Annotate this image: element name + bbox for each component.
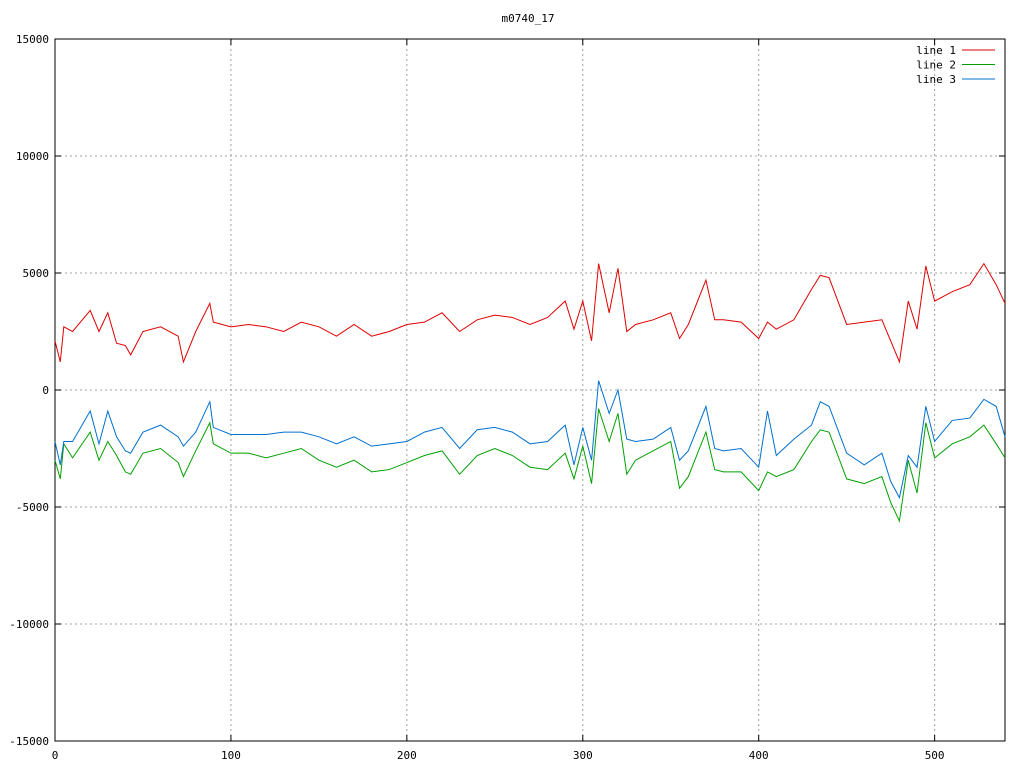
- data-line: [54, 380, 1006, 500]
- x-tick-label: 500: [925, 749, 945, 762]
- chart-title: m0740_17: [502, 12, 555, 25]
- y-tick-label: 15000: [16, 33, 49, 46]
- y-tick-label: -10000: [9, 618, 49, 631]
- y-tick-label: -15000: [9, 735, 49, 748]
- y-tick-label: 5000: [23, 267, 50, 280]
- x-tick-label: 0: [52, 749, 59, 762]
- x-tick-label: 100: [221, 749, 241, 762]
- data-line: [54, 262, 1006, 364]
- x-tick-label: 200: [397, 749, 417, 762]
- plot-frame: [54, 38, 1006, 742]
- y-tick-label: -5000: [16, 501, 49, 514]
- x-tick-label: 400: [749, 749, 769, 762]
- x-tick-label: 300: [573, 749, 593, 762]
- data-line: [54, 408, 1006, 523]
- y-tick-label: 0: [42, 384, 49, 397]
- legend-label: line 1: [916, 44, 956, 57]
- legend-label: line 3: [916, 73, 956, 86]
- y-tick-label: 10000: [16, 150, 49, 163]
- legend-label: line 2: [916, 59, 956, 72]
